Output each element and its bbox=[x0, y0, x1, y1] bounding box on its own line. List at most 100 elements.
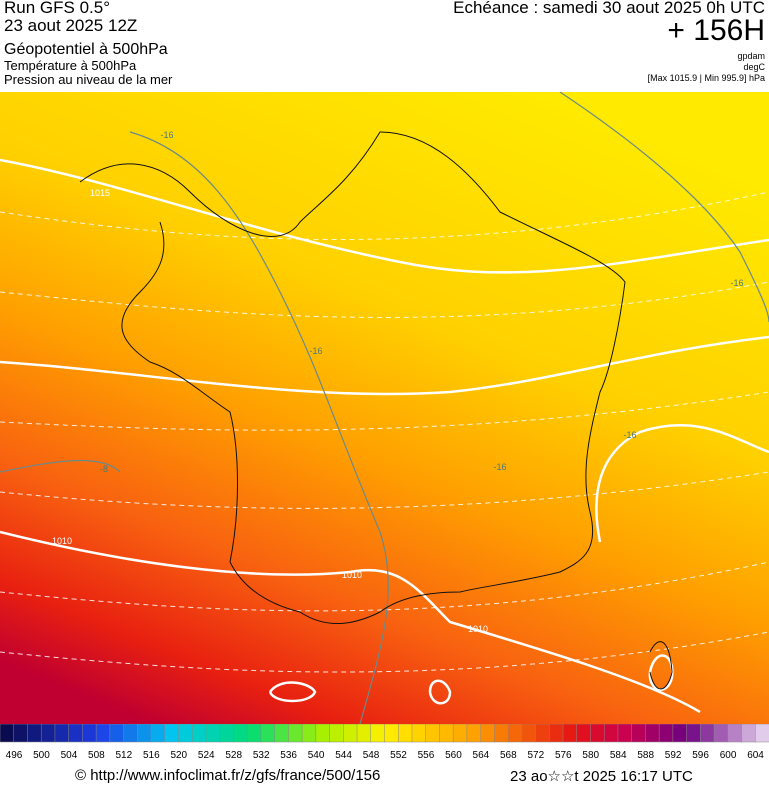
isotherms bbox=[0, 92, 769, 724]
colorbar-swatch bbox=[617, 724, 633, 743]
coastline bbox=[79, 131, 673, 690]
colorbar-label: 576 bbox=[555, 750, 572, 761]
colorbar-swatch bbox=[562, 724, 578, 743]
isobars bbox=[0, 158, 769, 714]
colorbar-label: 556 bbox=[418, 750, 435, 761]
contour-label: 1010 bbox=[468, 624, 488, 634]
colorbar-label: 584 bbox=[610, 750, 627, 761]
colorbar-swatch bbox=[603, 724, 619, 743]
colorbar-swatch bbox=[205, 724, 221, 743]
colorbar-label: 540 bbox=[308, 750, 325, 761]
colorbar-swatch bbox=[645, 724, 660, 743]
field3: Pression au niveau de la mer bbox=[4, 72, 173, 87]
contour-label: -16 bbox=[623, 430, 636, 440]
colorbar-swatch bbox=[54, 724, 70, 743]
colorbar-swatch bbox=[329, 724, 345, 743]
colorbar-swatch bbox=[549, 724, 564, 743]
colorbar-swatch bbox=[466, 724, 482, 743]
colorbar-swatch bbox=[123, 724, 139, 743]
source-url: © http://www.infoclimat.fr/z/gfs/france/… bbox=[75, 767, 381, 784]
run: Run GFS 0.5° bbox=[4, 0, 111, 17]
contour-label: 1015 bbox=[90, 188, 110, 198]
contour-label: -8 bbox=[100, 464, 108, 474]
colorbar-swatch bbox=[370, 724, 386, 743]
colorbar-label: 568 bbox=[500, 750, 517, 761]
colorbar-label: 496 bbox=[6, 750, 23, 761]
colorbar-label: 512 bbox=[116, 750, 133, 761]
colorbar-swatch bbox=[658, 724, 674, 743]
field2: Température à 500hPa bbox=[4, 58, 137, 73]
colorbar-swatch bbox=[246, 724, 262, 743]
colorbar-swatch bbox=[741, 724, 757, 743]
colorbar-swatch bbox=[755, 724, 769, 743]
pressure-range: [Max 1015.9 | Min 995.9] hPa bbox=[647, 73, 765, 83]
colorbar-swatch bbox=[713, 724, 729, 743]
colorbar-label: 580 bbox=[582, 750, 599, 761]
contour-label: 1010 bbox=[342, 570, 362, 580]
colorbar-swatch bbox=[356, 724, 372, 743]
run-date: 23 aout 2025 12Z bbox=[4, 16, 138, 35]
colorbar-swatch bbox=[590, 724, 605, 743]
colorbar-swatch bbox=[109, 724, 125, 743]
colorbar-label: 544 bbox=[335, 750, 352, 761]
colorbar-swatch bbox=[274, 724, 290, 743]
colorbar-swatch bbox=[507, 724, 523, 743]
colorbar-swatch bbox=[576, 724, 592, 743]
field: Géopotentiel à 500hPa bbox=[4, 41, 168, 58]
unit: gpdam bbox=[737, 51, 765, 61]
contour-label: -16 bbox=[730, 278, 743, 288]
colorbar-swatch bbox=[686, 724, 702, 743]
unit: degC bbox=[743, 62, 765, 72]
colorbar-swatch bbox=[672, 724, 688, 743]
colorbar-swatch bbox=[315, 724, 331, 743]
colorbar-swatch bbox=[178, 724, 193, 743]
colorbar-swatch bbox=[219, 724, 235, 743]
lead-time: + 156H bbox=[667, 14, 765, 47]
colorbar-swatch bbox=[439, 724, 454, 743]
colorbar-label: 572 bbox=[527, 750, 544, 761]
colorbar-label: 560 bbox=[445, 750, 462, 761]
colorbar-label: 604 bbox=[747, 750, 764, 761]
colorbar-label: 600 bbox=[720, 750, 737, 761]
colorbar-swatch bbox=[301, 724, 317, 743]
colorbar-swatch bbox=[288, 724, 303, 743]
contour-label: 1010 bbox=[52, 536, 72, 546]
colorbar-label: 528 bbox=[225, 750, 242, 761]
colorbar-label: 520 bbox=[170, 750, 187, 761]
contour-label: -16 bbox=[309, 346, 322, 356]
colorbar-swatch bbox=[535, 724, 551, 743]
colorbar-swatch bbox=[397, 724, 413, 743]
colorbar-swatch bbox=[150, 724, 166, 743]
colorbar-swatch bbox=[700, 724, 715, 743]
colorbar-label: 516 bbox=[143, 750, 160, 761]
colorbar-label: 500 bbox=[33, 750, 50, 761]
colorbar-swatch bbox=[192, 724, 207, 743]
colorbar-swatch bbox=[425, 724, 441, 743]
colorbar-swatch bbox=[260, 724, 276, 743]
colorbar: 496 500 504 508 512 516 520 524 528 532 536 540 544 5… bbox=[0, 724, 769, 761]
colorbar-swatch bbox=[452, 724, 468, 743]
colorbar-swatch bbox=[137, 724, 152, 743]
colorbar-swatch bbox=[411, 724, 427, 743]
temperature-field bbox=[0, 92, 769, 724]
colorbar-swatch bbox=[384, 724, 399, 743]
colorbar-label: 552 bbox=[390, 750, 407, 761]
colorbar-label: 548 bbox=[363, 750, 380, 761]
colorbar-swatch bbox=[68, 724, 84, 743]
contour-label: -16 bbox=[493, 462, 506, 472]
colorbar-swatch bbox=[480, 724, 496, 743]
colorbar-label: 588 bbox=[637, 750, 654, 761]
colorbar-label: 524 bbox=[198, 750, 215, 761]
colorbar-label: 536 bbox=[280, 750, 297, 761]
map: -16 1015 -16 -16 -16 -16 1010 1010 1010 -8 bbox=[0, 92, 769, 724]
colorbar-swatch bbox=[494, 724, 509, 743]
colorbar-label: 592 bbox=[665, 750, 682, 761]
colorbar-swatch bbox=[521, 724, 537, 743]
colorbar-swatch bbox=[27, 724, 42, 743]
colorbar-swatch bbox=[631, 724, 647, 743]
colorbar-label: 532 bbox=[253, 750, 270, 761]
colorbar-label: 508 bbox=[88, 750, 105, 761]
echeance: Echéance : samedi 30 aout 2025 0h UTC bbox=[453, 0, 765, 17]
colorbar-swatch bbox=[727, 724, 743, 743]
